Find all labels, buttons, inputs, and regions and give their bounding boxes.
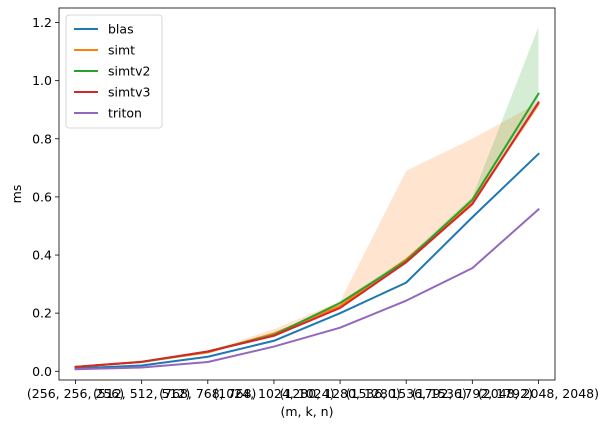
x-tick-label: (2048, 2048, 2048) xyxy=(478,386,599,401)
band-simt xyxy=(75,102,539,368)
plot-frame xyxy=(58,7,556,381)
series-lines xyxy=(74,92,540,371)
y-tick-label: 0.0 xyxy=(32,364,52,379)
y-tick-label: 1.2 xyxy=(32,15,52,30)
series-line-blas xyxy=(74,152,540,370)
y-axis-label: ms xyxy=(9,185,24,204)
y-tick-label: 0.4 xyxy=(32,248,52,263)
confidence-bands xyxy=(75,26,539,368)
x-tick-label: (1792, 1792, 1792) xyxy=(412,386,533,401)
legend-label-simt: simt xyxy=(108,43,135,58)
x-tick-label: (256, 256, 256) xyxy=(27,386,124,401)
x-axis-ticks: (256, 256, 256)(512, 512, 512)(768, 768,… xyxy=(27,380,599,401)
x-tick-label: (1024, 1024, 1024) xyxy=(213,386,334,401)
x-tick-label: (1280, 1280, 1280) xyxy=(280,386,401,401)
legend-label-simtv3: simtv3 xyxy=(108,85,150,100)
x-tick-label: (768, 768, 768) xyxy=(159,386,256,401)
y-tick-label: 1.0 xyxy=(32,73,52,88)
legend: blas simt simtv2 simtv3 triton xyxy=(65,14,163,129)
series-line-simtv3 xyxy=(74,101,540,368)
legend-label-triton: triton xyxy=(108,106,142,121)
y-tick-label: 0.2 xyxy=(32,306,52,321)
legend-label-simtv2: simtv2 xyxy=(108,64,150,79)
legend-label-blas: blas xyxy=(108,22,134,37)
y-tick-label: 0.6 xyxy=(32,189,52,204)
x-axis-label: (m, k, n) xyxy=(281,404,334,419)
series-line-triton xyxy=(74,207,540,371)
y-tick-label: 0.8 xyxy=(32,131,52,146)
x-tick-label: (1536, 1536, 1536) xyxy=(346,386,467,401)
x-tick-label: (512, 512, 512) xyxy=(93,386,190,401)
legend-box xyxy=(65,14,163,129)
y-axis-ticks: 0.0 0.2 0.4 0.6 0.8 1.0 1.2 xyxy=(32,15,59,379)
